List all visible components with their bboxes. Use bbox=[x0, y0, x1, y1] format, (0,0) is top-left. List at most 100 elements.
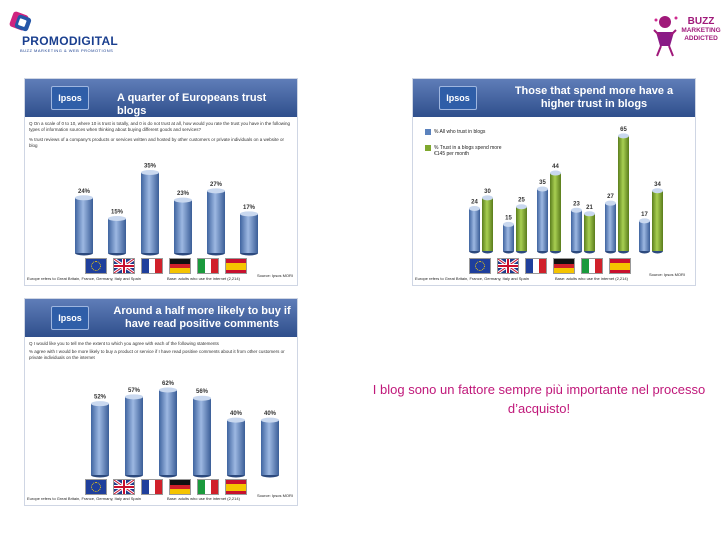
bar-france-top bbox=[141, 170, 159, 175]
marketing-word: MARKETING bbox=[681, 27, 721, 34]
bar-all-germany-top bbox=[571, 207, 582, 213]
bar-france bbox=[159, 389, 177, 475]
slide-title-line-1: Those that spend more have a bbox=[514, 85, 674, 97]
bar-spend-spain bbox=[652, 190, 663, 251]
data-label: 52% bbox=[94, 395, 107, 401]
bar-europe-top bbox=[75, 195, 93, 201]
data-label: 30 bbox=[484, 189, 491, 195]
ipsos-logo: Ipsos bbox=[439, 86, 477, 110]
bar-spend-germany bbox=[584, 213, 595, 251]
data-label: 15% bbox=[111, 210, 124, 216]
data-label: 27% bbox=[210, 182, 223, 188]
bar-all-spain-top bbox=[639, 218, 650, 224]
france-flag-icon bbox=[141, 258, 163, 274]
uk-flag-icon bbox=[113, 479, 135, 495]
eu-flag-icon bbox=[85, 258, 107, 274]
bar-great-britain bbox=[125, 396, 143, 475]
bar-europe bbox=[75, 197, 93, 253]
footer-source: Source: Ipsos MORI bbox=[649, 272, 686, 277]
bar-all-great-britain-top bbox=[503, 221, 514, 227]
trust-blogs-chart: 24% 15% 35% 23% 27% 17% bbox=[75, 164, 258, 256]
buy-positive-comments-slide: Ipsos Around a half more likely to buy i… bbox=[24, 298, 298, 506]
slide-title-line-1: Around a half more likely to buy if bbox=[113, 305, 291, 317]
slide-title: A quarter of Europeans trust blogs bbox=[117, 92, 267, 117]
eu-flag-icon bbox=[85, 479, 107, 495]
footer-base: Base: adults who use the internet (2,214… bbox=[555, 276, 628, 281]
legend-swatch-blue bbox=[425, 129, 431, 135]
bar-italy-top bbox=[227, 417, 245, 423]
uk-flag-icon bbox=[497, 258, 519, 274]
bar-all-europe bbox=[469, 208, 480, 251]
legend-item-all: % All who trust in blogs bbox=[425, 129, 485, 135]
data-label: 24 bbox=[471, 199, 478, 205]
bar-spend-italy bbox=[618, 135, 629, 251]
data-label: 35 bbox=[539, 180, 546, 186]
bar-europe bbox=[91, 403, 109, 475]
country-flags bbox=[469, 258, 631, 274]
italy-flag-icon bbox=[197, 258, 219, 274]
buy-positive-comments-chart: 52% 57% 62% 56% 40% 40% bbox=[91, 381, 279, 478]
addicted-word: ADDICTED bbox=[684, 35, 718, 42]
bar-europe-top bbox=[91, 401, 109, 407]
ipsos-logo: Ipsos bbox=[51, 306, 89, 330]
country-flags bbox=[85, 258, 247, 274]
slide-title-line-2: have read positive comments bbox=[124, 318, 280, 330]
legend-label-all: % All who trust in blogs bbox=[434, 129, 486, 135]
bar-italy-top bbox=[207, 188, 225, 194]
bar-all-france-top bbox=[537, 186, 548, 192]
legend-item-spend: % Trust in a blogs spend more €145 per m… bbox=[425, 145, 511, 157]
footer-source: Source: Ipsos MORI bbox=[257, 493, 294, 498]
bar-all-europe-top bbox=[469, 205, 480, 211]
bar-spend-great-britain-top bbox=[516, 204, 527, 210]
buzz-word: BUZZ bbox=[687, 16, 715, 27]
survey-question: Q I would like you to tell me the extent… bbox=[29, 341, 219, 346]
bar-all-great-britain bbox=[503, 224, 514, 251]
data-label: 23 bbox=[573, 201, 580, 207]
slide-title-line-2: higher trust in blogs bbox=[540, 98, 648, 110]
bar-all-germany bbox=[571, 210, 582, 251]
bar-spend-europe-top bbox=[482, 195, 493, 201]
footer-countries: Europe refers to Great Britain, France, … bbox=[27, 276, 141, 281]
bar-italy bbox=[207, 190, 225, 253]
bar-spend-france bbox=[550, 173, 561, 251]
bar-spain bbox=[261, 420, 279, 475]
promodigital-logo: PROMODIGITAL BUZZ MARKETING & WEB PROMOT… bbox=[8, 10, 118, 53]
promodigital-tagline: BUZZ MARKETING & WEB PROMOTIONS bbox=[20, 48, 114, 53]
uk-flag-icon bbox=[113, 258, 135, 274]
footer-base: Base: adults who use the internet (2,214… bbox=[167, 496, 240, 501]
data-label: 17 bbox=[641, 212, 648, 218]
bar-spend-germany-top bbox=[584, 211, 595, 217]
bar-all-france bbox=[537, 189, 548, 251]
buzz-figure-icon bbox=[653, 16, 678, 57]
bar-spend-spain-top bbox=[652, 188, 663, 194]
data-label: 57% bbox=[128, 388, 141, 394]
data-label: 34 bbox=[654, 182, 661, 188]
bar-spend-europe bbox=[482, 197, 493, 251]
bar-germany-top bbox=[174, 197, 192, 203]
germany-flag-icon bbox=[169, 479, 191, 495]
bar-great-britain-top bbox=[108, 216, 126, 221]
bar-great-britain-top bbox=[125, 394, 143, 400]
bar-france-top bbox=[159, 387, 177, 393]
survey-statement: % agree with I would be more likely to b… bbox=[29, 349, 285, 360]
survey-question: Q On a scale of 0 to 10, where 10 is tru… bbox=[29, 121, 291, 132]
bar-spend-great-britain bbox=[516, 206, 527, 251]
footer-base: Base: adults who use the internet (2,214… bbox=[167, 276, 240, 281]
eu-flag-icon bbox=[469, 258, 491, 274]
data-label: 40% bbox=[230, 411, 243, 417]
slide-caption: I blog sono un fattore sempre più import… bbox=[372, 382, 706, 416]
data-label: 21 bbox=[586, 205, 593, 211]
bar-germany bbox=[174, 200, 192, 253]
france-flag-icon bbox=[141, 479, 163, 495]
data-label: 40% bbox=[264, 411, 277, 417]
footer-source: Source: Ipsos MORI bbox=[257, 273, 294, 278]
promodigital-mark-icon bbox=[9, 11, 32, 32]
data-label: 62% bbox=[162, 381, 175, 387]
bar-spain-top bbox=[240, 211, 258, 217]
country-flags bbox=[85, 479, 247, 495]
bar-italy bbox=[227, 420, 245, 475]
data-label: 17% bbox=[243, 205, 256, 211]
footer-countries: Europe refers to Great Britain, France, … bbox=[415, 276, 529, 281]
footer-countries: Europe refers to Great Britain, France, … bbox=[27, 496, 141, 501]
trust-blogs-slide: Ipsos A quarter of Europeans trust blogs… bbox=[24, 78, 298, 286]
